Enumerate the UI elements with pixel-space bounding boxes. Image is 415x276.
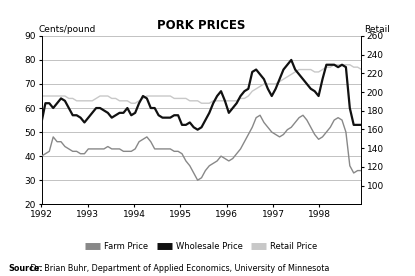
Text: Dr. Brian Buhr, Department of Applied Economics, University of Minnesota: Dr. Brian Buhr, Department of Applied Ec… bbox=[28, 264, 330, 273]
Text: Retail: Retail bbox=[364, 25, 390, 34]
Title: PORK PRICES: PORK PRICES bbox=[157, 19, 245, 32]
Text: Cents/pound: Cents/pound bbox=[38, 25, 96, 34]
Text: Source:: Source: bbox=[8, 264, 43, 273]
Legend: Farm Price, Wholesale Price, Retail Price: Farm Price, Wholesale Price, Retail Pric… bbox=[82, 239, 321, 254]
